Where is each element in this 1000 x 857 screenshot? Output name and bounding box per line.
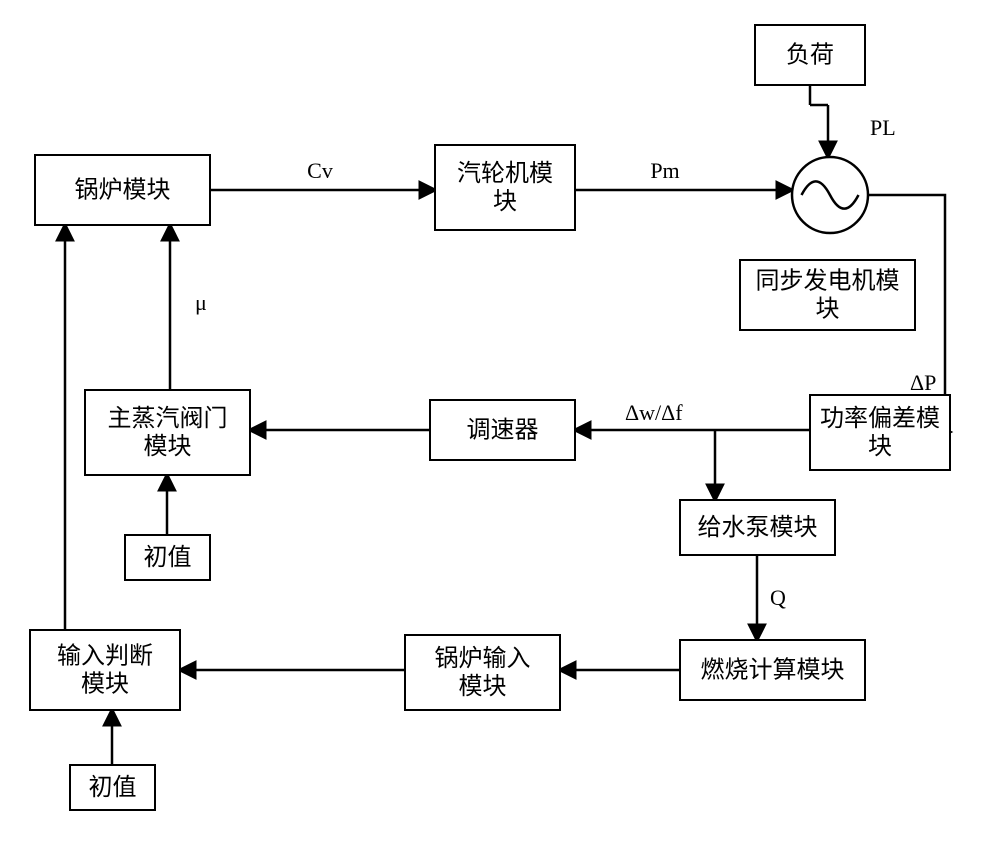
node-input_judge: 输入判断模块 bbox=[30, 630, 180, 710]
node-label: 初值 bbox=[144, 544, 192, 571]
edge-label: Q bbox=[770, 585, 786, 610]
node-label: 主蒸汽阀门 bbox=[108, 405, 228, 432]
node-turbine: 汽轮机模块 bbox=[435, 145, 575, 230]
node-power_dev: 功率偏差模块 bbox=[810, 395, 950, 470]
node-label: 块 bbox=[816, 296, 840, 323]
node-label: 汽轮机模 bbox=[457, 160, 553, 187]
node-steam_valve: 主蒸汽阀门模块 bbox=[85, 390, 250, 475]
node-label: 燃烧计算模块 bbox=[701, 657, 845, 684]
node-label: 输入判断 bbox=[57, 643, 153, 670]
node-init2: 初值 bbox=[70, 765, 155, 810]
node-label: 锅炉输入 bbox=[435, 645, 531, 672]
node-sync_label: 同步发电机模块 bbox=[740, 260, 915, 330]
node-label: 模块 bbox=[81, 671, 129, 698]
edge-label: Pm bbox=[650, 158, 679, 183]
edge-label: μ bbox=[195, 290, 207, 315]
edge-label: PL bbox=[870, 115, 896, 140]
node-label: 同步发电机模 bbox=[756, 268, 900, 295]
node-feedwater: 给水泵模块 bbox=[680, 500, 835, 555]
node-label: 调速器 bbox=[467, 417, 539, 444]
node-label: 功率偏差模 bbox=[820, 405, 940, 432]
node-init1: 初值 bbox=[125, 535, 210, 580]
node-boiler: 锅炉模块 bbox=[35, 155, 210, 225]
edge-label: ΔP bbox=[910, 370, 936, 395]
block-diagram: 负荷锅炉模块汽轮机模块同步发电机模块主蒸汽阀门模块调速器功率偏差模块初值给水泵模… bbox=[0, 0, 1000, 857]
node-label: 块 bbox=[868, 433, 892, 460]
generator-icon bbox=[792, 157, 868, 233]
edge-label: Δw/Δf bbox=[625, 400, 683, 425]
node-label: 块 bbox=[493, 188, 517, 215]
node-label: 负荷 bbox=[786, 42, 834, 69]
node-combustion: 燃烧计算模块 bbox=[680, 640, 865, 700]
node-label: 初值 bbox=[89, 774, 137, 801]
edge-label: Cv bbox=[307, 158, 333, 183]
node-load: 负荷 bbox=[755, 25, 865, 85]
node-governor: 调速器 bbox=[430, 400, 575, 460]
node-label: 给水泵模块 bbox=[698, 514, 818, 541]
node-boiler_input: 锅炉输入模块 bbox=[405, 635, 560, 710]
node-label: 模块 bbox=[144, 433, 192, 460]
node-label: 模块 bbox=[459, 673, 507, 700]
node-label: 锅炉模块 bbox=[75, 177, 171, 204]
